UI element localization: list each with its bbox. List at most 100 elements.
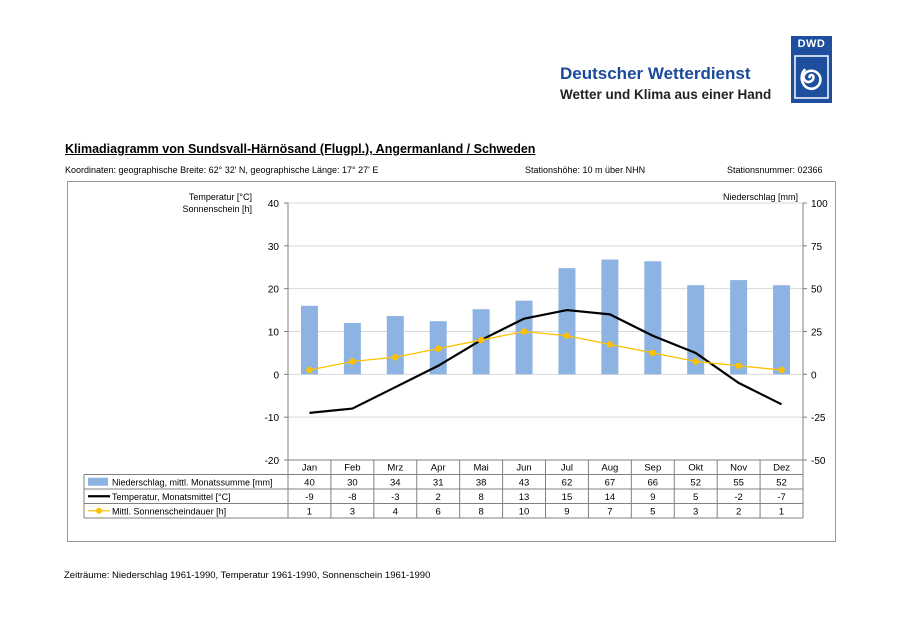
- month-label: Feb: [344, 463, 360, 474]
- sunshine-marker: [563, 332, 571, 339]
- precipitation-bar: [730, 280, 748, 375]
- sunshine-marker: [520, 328, 528, 335]
- right-tick-label: 75: [811, 242, 823, 253]
- table-value: 38: [476, 477, 487, 488]
- sunshine-marker: [735, 362, 742, 369]
- precipitation-bar: [386, 316, 404, 375]
- table-value: 7: [607, 506, 612, 517]
- left-axis-label: Sonnenschein [h]: [182, 204, 252, 214]
- legend-entry: Mittl. Sonnenscheindauer [h]: [112, 506, 226, 516]
- table-value: 14: [605, 492, 616, 503]
- left-tick-label: 0: [273, 370, 279, 381]
- month-label: Apr: [431, 463, 446, 474]
- periods-note: Zeiträume: Niederschlag 1961-1990, Tempe…: [64, 570, 431, 581]
- month-label: Aug: [601, 463, 618, 474]
- sunshine-marker: [778, 366, 785, 374]
- sunshine-marker: [477, 336, 485, 344]
- table-value: 15: [562, 492, 573, 503]
- right-tick-label: -50: [811, 456, 826, 467]
- station-number-text: Stationsnummer: 02366: [727, 165, 823, 175]
- right-tick-label: 0: [811, 370, 817, 381]
- precipitation-bar: [343, 322, 361, 375]
- table-value: -7: [777, 492, 785, 503]
- spiral-icon: [794, 55, 829, 99]
- month-label: Jan: [302, 463, 317, 474]
- sunshine-marker: [649, 349, 656, 357]
- table-value: 9: [650, 492, 655, 503]
- table-value: 52: [690, 477, 701, 488]
- table-value: -8: [348, 492, 356, 503]
- table-value: 1: [779, 506, 784, 517]
- left-tick-label: 10: [268, 328, 280, 339]
- precipitation-bar: [300, 305, 318, 375]
- table-value: 2: [436, 492, 441, 503]
- month-label: Mai: [473, 463, 488, 474]
- dwd-logo: DWD: [791, 36, 832, 103]
- legend-key-sunshine-marker: [96, 507, 102, 514]
- table-value: 2: [736, 506, 741, 517]
- sunshine-marker: [306, 366, 313, 374]
- chart-page-title: Klimadiagramm von Sundsvall-Härnösand (F…: [65, 142, 536, 156]
- month-label: Jun: [516, 463, 531, 474]
- left-tick-label: -10: [265, 413, 280, 424]
- table-value: 1: [307, 506, 312, 517]
- left-axis-label: Temperatur [°C]: [189, 192, 252, 202]
- table-value: -2: [734, 492, 742, 503]
- table-value: 3: [350, 506, 355, 517]
- table-value: 52: [776, 477, 787, 488]
- table-value: -3: [391, 492, 399, 503]
- table-value: 31: [433, 477, 444, 488]
- table-value: 8: [478, 506, 483, 517]
- table-value: 9: [564, 506, 569, 517]
- sunshine-marker: [392, 354, 399, 361]
- left-tick-label: 40: [268, 199, 280, 210]
- month-label: Sep: [644, 463, 661, 474]
- month-label: Dez: [773, 463, 790, 474]
- right-tick-label: -25: [811, 413, 826, 424]
- right-axis-label: Niederschlag [mm]: [723, 192, 798, 202]
- month-label: Jul: [561, 463, 573, 474]
- right-tick-label: 100: [811, 199, 828, 210]
- table-value: 8: [478, 492, 483, 503]
- left-tick-label: 30: [268, 242, 280, 253]
- month-label: Nov: [730, 463, 747, 474]
- table-value: 3: [693, 506, 698, 517]
- table-value: 43: [519, 477, 530, 488]
- table-value: 5: [650, 506, 655, 517]
- sunshine-line: [309, 330, 782, 371]
- left-tick-label: 20: [268, 285, 280, 296]
- brand-name: Deutscher Wetterdienst: [560, 64, 751, 83]
- brand-tagline: Wetter und Klima aus einer Hand: [560, 87, 772, 102]
- logo-text: DWD: [797, 38, 826, 50]
- temperature-line: [309, 308, 783, 414]
- precipitation-bar: [644, 261, 662, 375]
- sunshine-marker: [349, 358, 356, 365]
- table-value: -9: [305, 492, 313, 503]
- table-value: 62: [562, 477, 573, 488]
- legend-entry: Temperatur, Monatsmittel [°C]: [112, 492, 231, 502]
- month-label: Mrz: [387, 463, 403, 474]
- precipitation-bar: [773, 285, 791, 375]
- legend-entry: Niederschlag, mittl. Monatssumme [mm]: [112, 477, 273, 487]
- sunshine-marker: [606, 341, 614, 348]
- left-tick-label: -20: [265, 456, 280, 467]
- table-value: 34: [390, 477, 401, 488]
- table-value: 30: [347, 477, 358, 488]
- right-tick-label: 50: [811, 285, 823, 296]
- precipitation-bar: [515, 300, 533, 375]
- table-value: 6: [436, 506, 441, 517]
- dwd-brand: Deutscher Wetterdienst Wetter und Klima …: [560, 64, 771, 104]
- right-tick-label: 25: [811, 328, 823, 339]
- month-label: Okt: [688, 463, 703, 474]
- legend-key-precipitation: [88, 477, 108, 486]
- altitude-text: Stationshöhe: 10 m über NHN: [525, 165, 646, 175]
- table-value: 55: [733, 477, 744, 488]
- sunshine-marker: [692, 358, 699, 365]
- sunshine-marker: [435, 345, 442, 352]
- table-value: 10: [519, 506, 530, 517]
- precipitation-bar: [558, 268, 576, 375]
- table-value: 4: [393, 506, 398, 517]
- table-value: 66: [648, 477, 659, 488]
- table-value: 67: [605, 477, 616, 488]
